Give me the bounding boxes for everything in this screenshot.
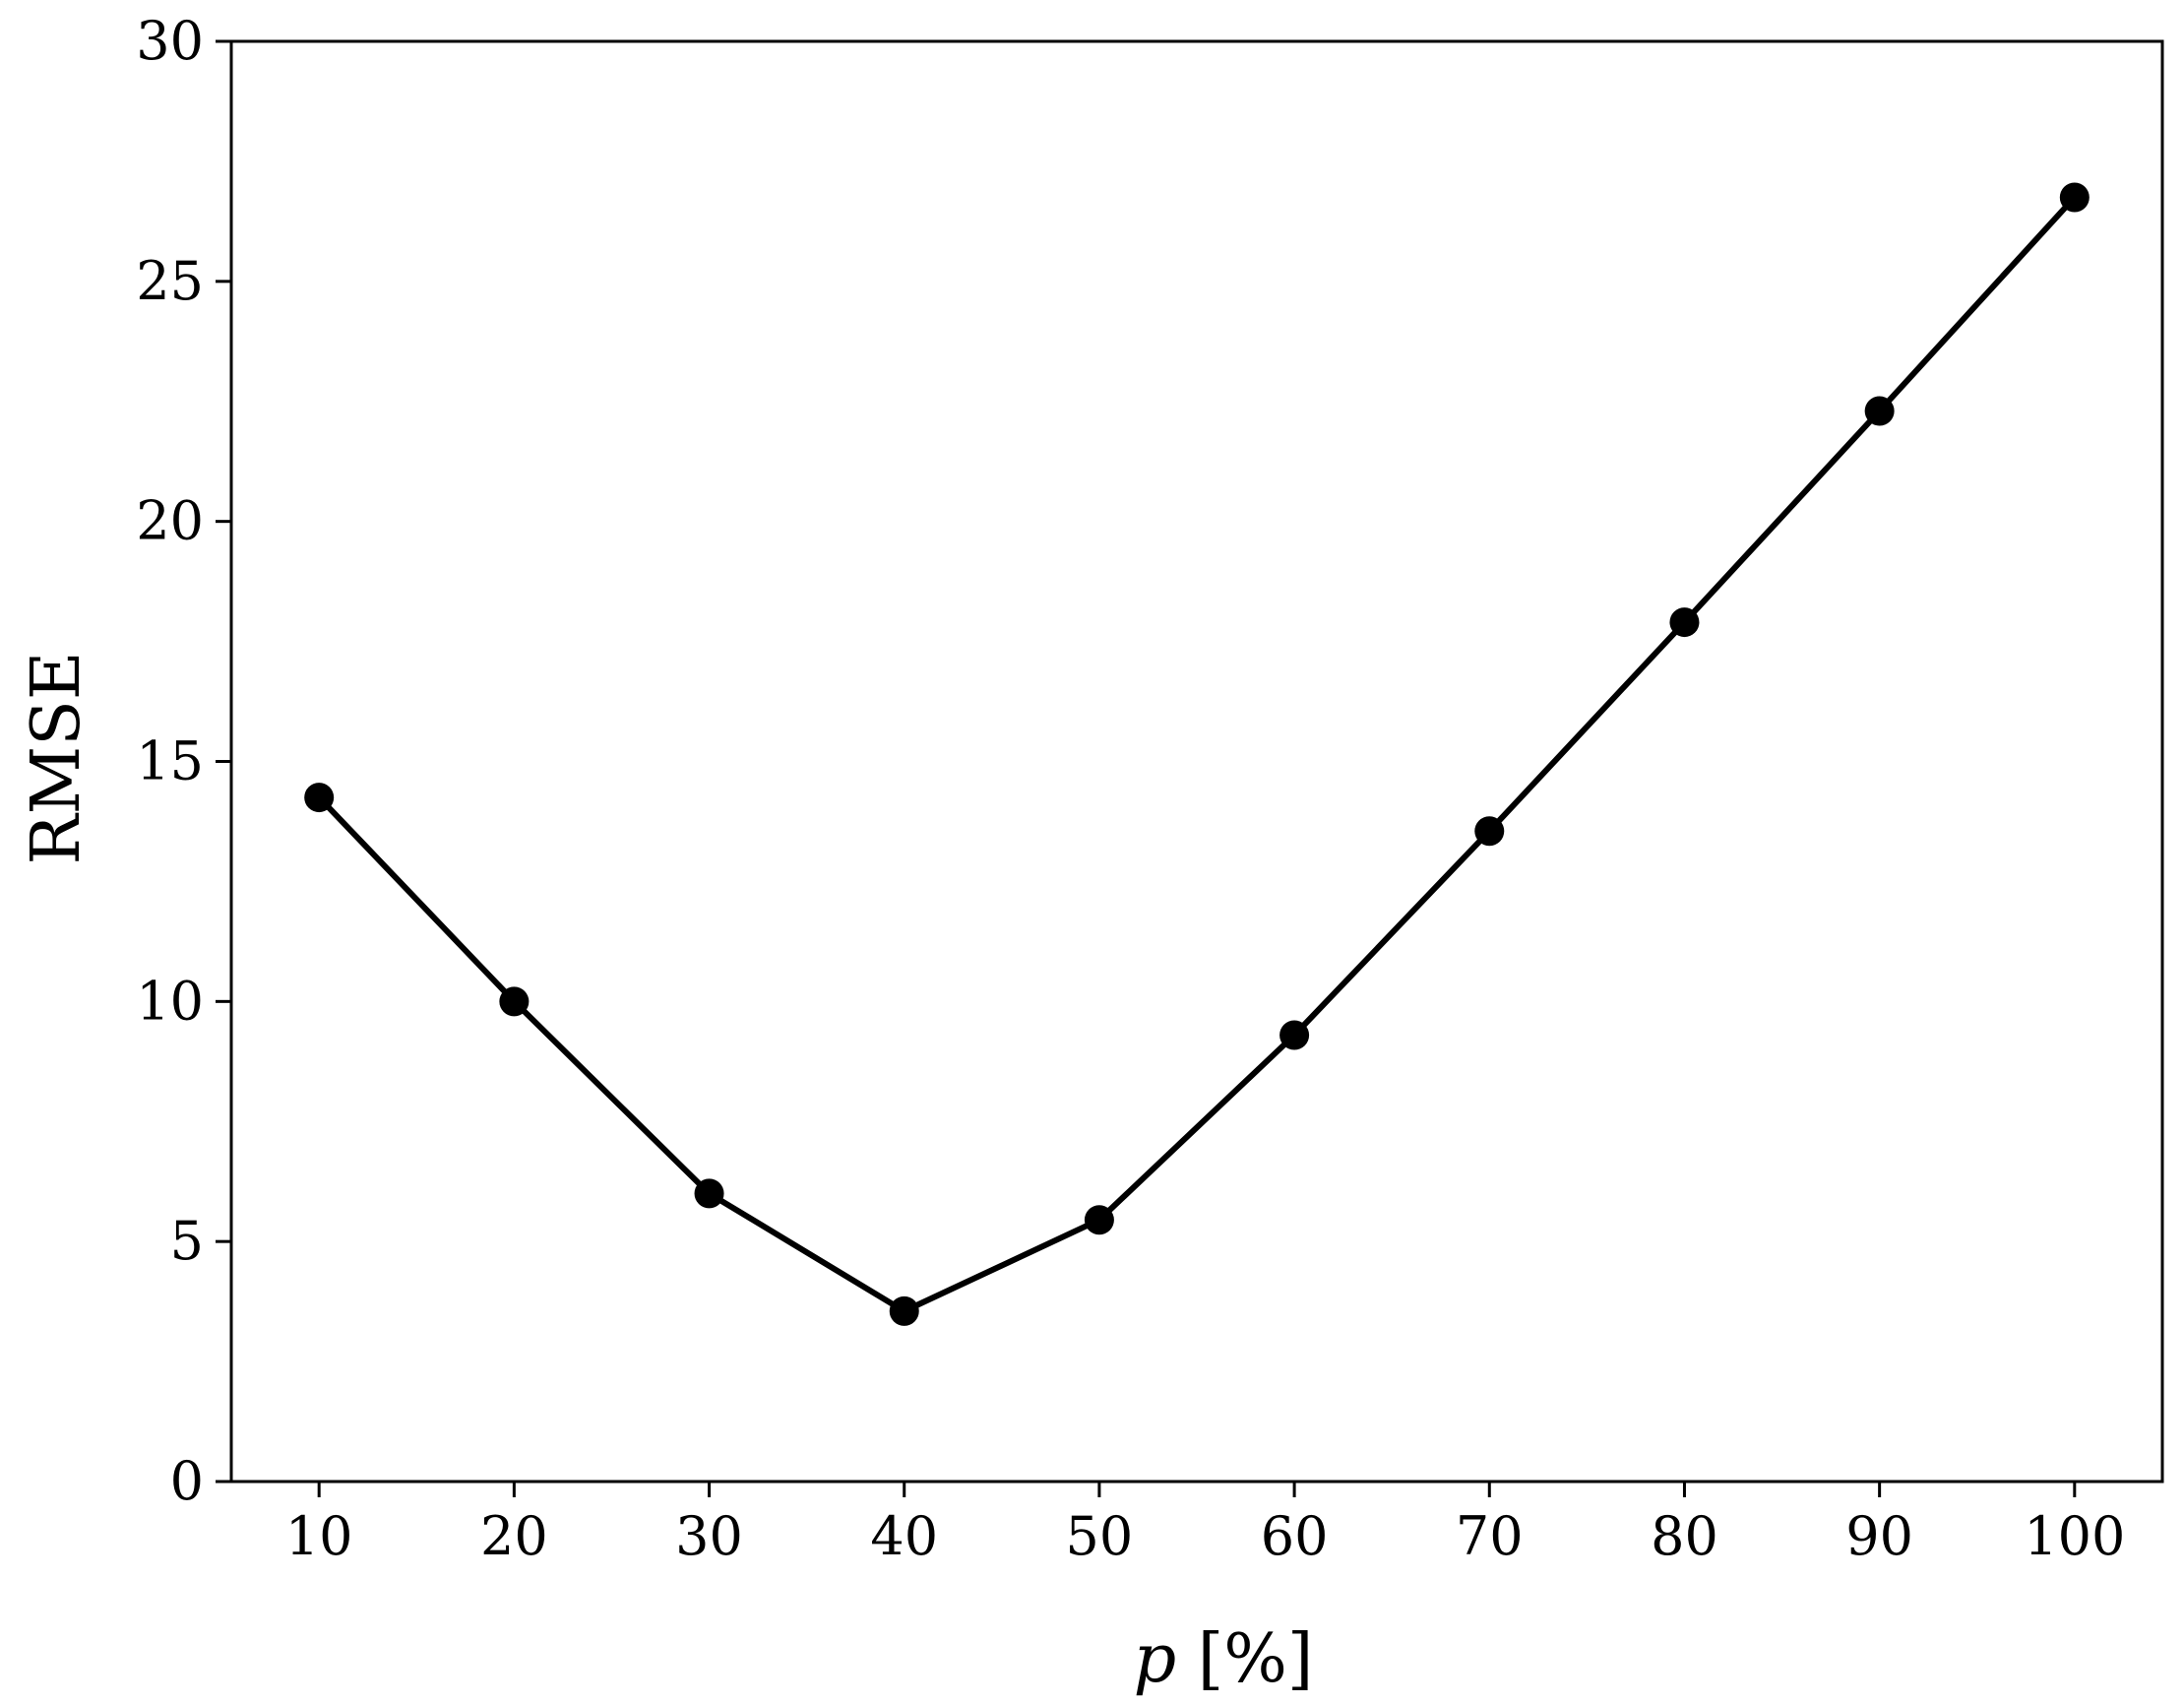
x-tick-label: 100 (2024, 1505, 2125, 1567)
x-tick-label: 60 (1261, 1505, 1329, 1567)
y-tick-label: 10 (136, 970, 204, 1032)
y-axis-title: RMSE (18, 651, 95, 864)
x-axis-title-variable: p (1134, 1620, 1177, 1698)
y-tick-label: 25 (136, 250, 204, 312)
x-tick-label: 20 (480, 1505, 548, 1567)
y-tick-label: 5 (170, 1210, 204, 1272)
x-tick-label: 10 (285, 1505, 353, 1567)
x-tick-label: 70 (1456, 1505, 1524, 1567)
data-point (889, 1295, 919, 1326)
data-point (1474, 816, 1505, 847)
data-point (1864, 396, 1895, 426)
y-tick-label: 30 (136, 10, 204, 72)
data-point (1084, 1205, 1114, 1235)
x-tick-label: 50 (1066, 1505, 1134, 1567)
y-tick-label: 0 (170, 1450, 204, 1512)
data-point (499, 986, 530, 1017)
data-point (304, 783, 335, 813)
y-tick-label: 20 (136, 490, 204, 552)
series-line (317, 195, 2078, 1314)
x-tick-label: 80 (1651, 1505, 1718, 1567)
x-axis-title: p [%] (1134, 1620, 1314, 1698)
data-point (1279, 1020, 1310, 1050)
x-axis-title-unit: [%] (1176, 1620, 1313, 1698)
data-point (694, 1178, 724, 1209)
x-tick-label: 90 (1845, 1505, 1913, 1567)
y-tick-label: 15 (136, 730, 204, 792)
data-point (1669, 607, 1700, 638)
x-tick-label: 30 (675, 1505, 743, 1567)
data-point (2059, 182, 2090, 213)
x-tick-label: 40 (870, 1505, 938, 1567)
plot-layer: 0 5 10 15 20 25 30 10 20 30 40 50 60 70 80 90 100 (136, 10, 2164, 1567)
